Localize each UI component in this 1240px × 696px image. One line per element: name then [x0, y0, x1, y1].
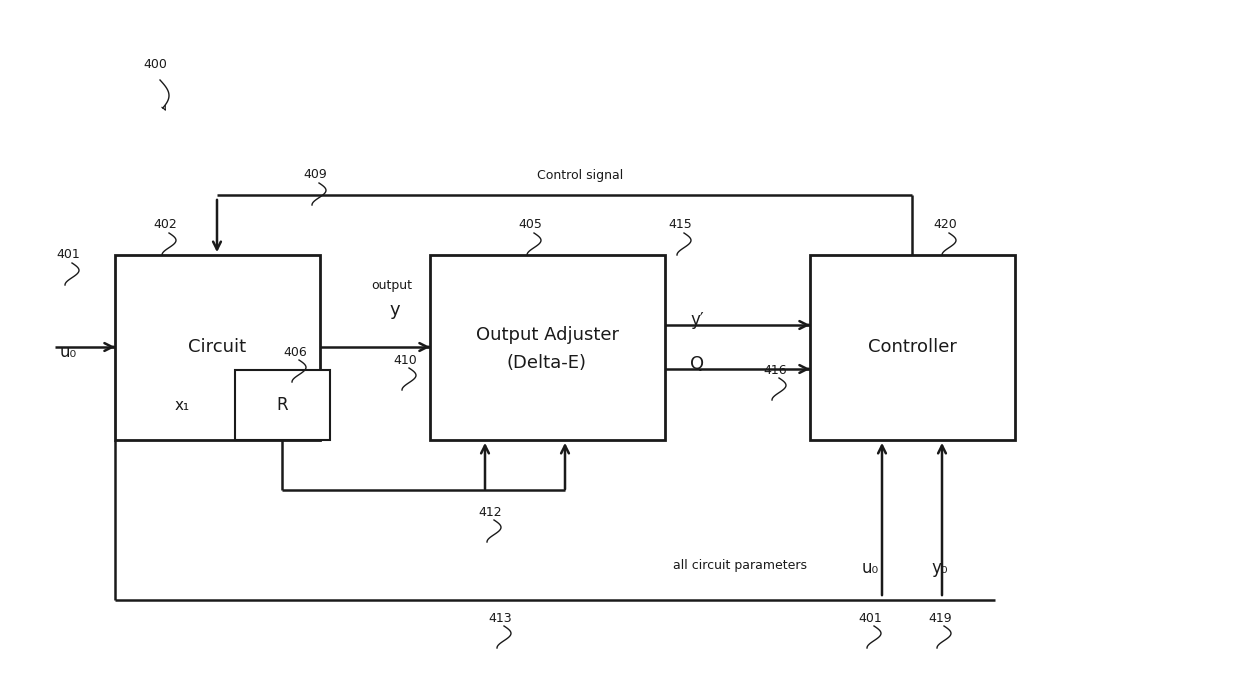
Text: u₀: u₀ [60, 343, 77, 361]
Text: x₁: x₁ [175, 397, 190, 413]
Text: Control signal: Control signal [537, 168, 624, 182]
Text: all circuit parameters: all circuit parameters [673, 558, 807, 571]
Text: 401: 401 [858, 612, 882, 624]
Text: Controller: Controller [868, 338, 956, 356]
Text: 400: 400 [143, 58, 167, 72]
Text: u₀: u₀ [862, 559, 879, 577]
Text: 415: 415 [668, 219, 692, 232]
Text: 401: 401 [56, 248, 79, 262]
Bar [430, 255, 665, 440]
Text: Output Adjuster: Output Adjuster [475, 326, 619, 344]
Bar [810, 255, 1016, 440]
Bar [115, 255, 320, 440]
Text: 419: 419 [929, 612, 952, 624]
Text: R: R [277, 396, 288, 414]
Text: (Delta-E): (Delta-E) [507, 354, 587, 372]
Text: 412: 412 [479, 505, 502, 519]
Text: y₀: y₀ [931, 559, 949, 577]
Text: 405: 405 [518, 219, 542, 232]
Bar [236, 370, 330, 440]
Text: Circuit: Circuit [188, 338, 246, 356]
Text: 402: 402 [153, 219, 177, 232]
Text: y: y [389, 301, 401, 319]
Text: Q: Q [689, 355, 704, 373]
Text: 410: 410 [393, 354, 417, 367]
Text: y′: y′ [691, 311, 704, 329]
Text: 406: 406 [283, 345, 306, 358]
Text: 409: 409 [303, 168, 327, 182]
Text: output: output [372, 278, 413, 292]
Text: 416: 416 [763, 363, 787, 377]
Text: 413: 413 [489, 612, 512, 624]
Text: 420: 420 [934, 219, 957, 232]
